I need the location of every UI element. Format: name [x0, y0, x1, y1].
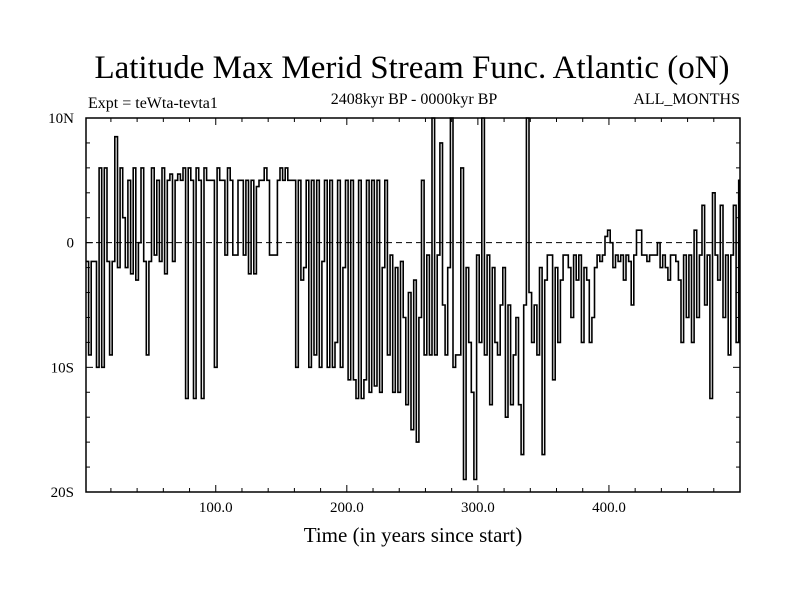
- x-tick-label: 100.0: [199, 500, 233, 516]
- y-tick-labels: 10N 0 10S 20S: [48, 111, 74, 501]
- plot-frame: [85, 117, 741, 493]
- series-line: [86, 117, 740, 481]
- chart-title: Latitude Max Merid Stream Func. Atlantic…: [94, 50, 729, 86]
- y-tick-label: 10N: [48, 111, 74, 127]
- y-tick-label: 10S: [51, 360, 74, 376]
- x-tick-label: 300.0: [461, 500, 495, 516]
- x-tick-labels: 100.0 200.0 300.0 400.0: [199, 500, 626, 516]
- x-axis-label: Time (in years since start): [304, 523, 523, 547]
- time-range-label: 2408kyr BP - 0000kyr BP: [331, 91, 498, 108]
- y-tick-label: 0: [67, 236, 75, 252]
- months-label: ALL_MONTHS: [633, 91, 740, 108]
- x-tick-label: 200.0: [330, 500, 364, 516]
- experiment-label: Expt = teWta-tevta1: [88, 95, 218, 112]
- y-tick-label: 20S: [51, 485, 74, 501]
- x-tick-label: 400.0: [592, 500, 626, 516]
